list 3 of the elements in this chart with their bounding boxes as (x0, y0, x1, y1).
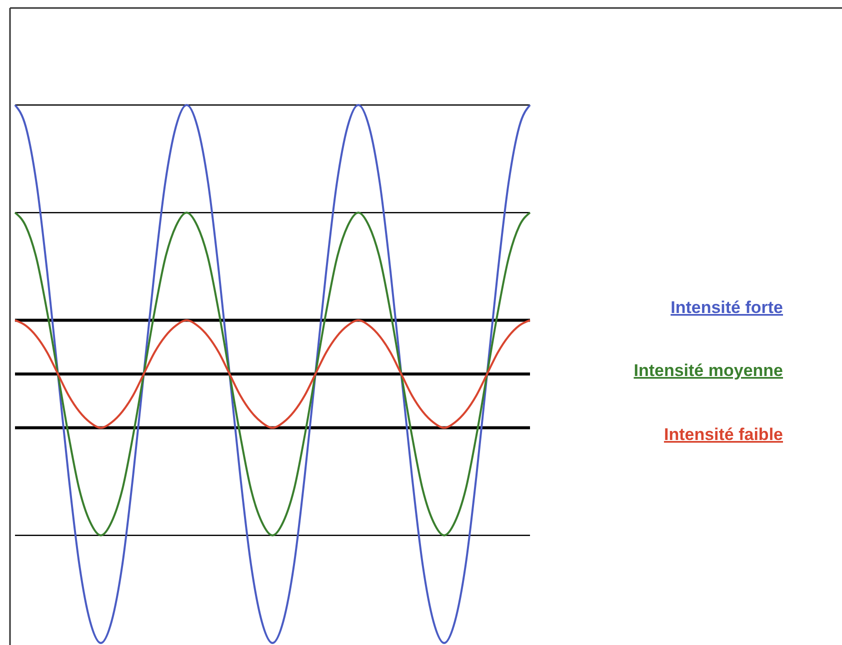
text: Intensité forte (670, 298, 783, 317)
text: Intensité faible (664, 425, 783, 444)
text: Intensité moyenne (634, 361, 783, 380)
